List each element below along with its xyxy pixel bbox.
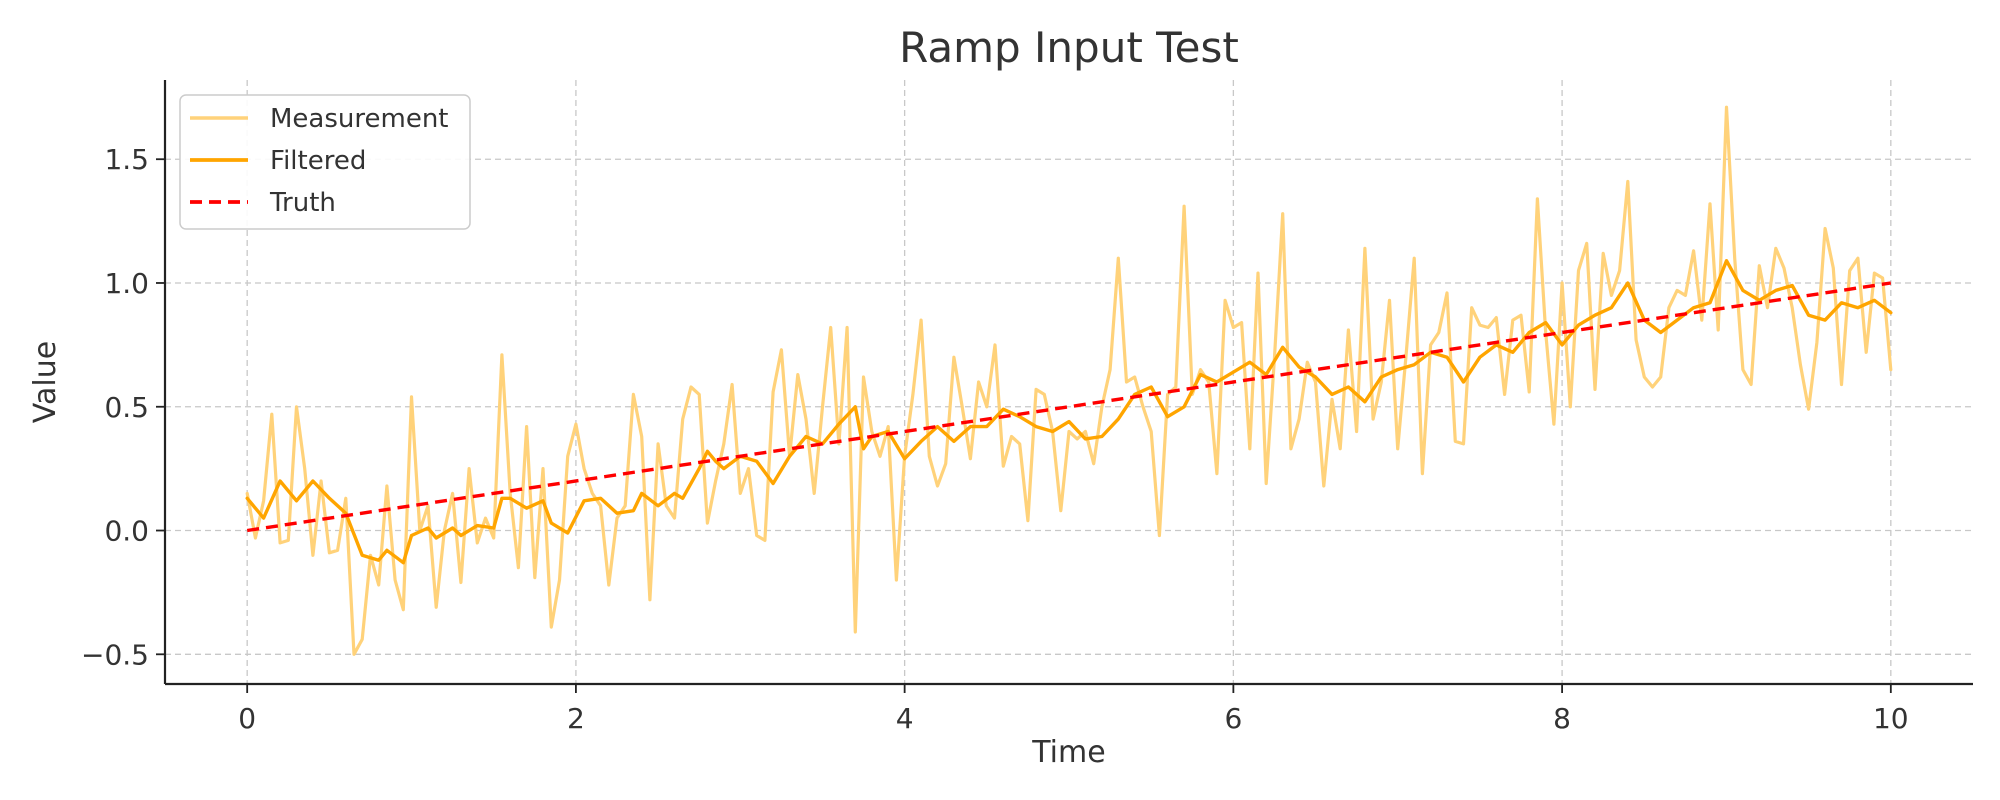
legend: Measurement Filtered Truth	[179, 94, 471, 230]
legend-label-filtered: Filtered	[270, 146, 366, 176]
x-tick-label: 10	[1873, 702, 1909, 735]
y-axis-label: Value	[28, 341, 63, 423]
y-tick-label: 1.5	[104, 143, 149, 176]
series-line-measurement	[245, 105, 1893, 656]
legend-label-truth: Truth	[269, 188, 336, 218]
legend-frame	[179, 94, 471, 230]
axis-ticks: 0 2 4 6 8 10 −0.5 0.0 0.5 1.0 1.5	[81, 143, 1909, 735]
y-tick-label: −0.5	[81, 638, 149, 671]
x-tick-label: 6	[1224, 702, 1242, 735]
x-tick-label: 4	[896, 702, 914, 735]
x-tick-label: 2	[567, 702, 585, 735]
x-tick-label: 8	[1553, 702, 1571, 735]
chart-title: Ramp Input Test	[899, 23, 1239, 72]
x-axis-label: Time	[1031, 735, 1105, 770]
y-tick-label: 1.0	[104, 267, 149, 300]
series-line-truth	[246, 281, 1892, 533]
series-line-filtered	[245, 259, 1893, 565]
x-tick-label: 0	[238, 702, 256, 735]
plot-area	[245, 105, 1893, 656]
y-tick-label: 0.5	[104, 391, 149, 424]
legend-label-measurement: Measurement	[270, 104, 449, 134]
y-tick-label: 0.0	[104, 515, 149, 548]
